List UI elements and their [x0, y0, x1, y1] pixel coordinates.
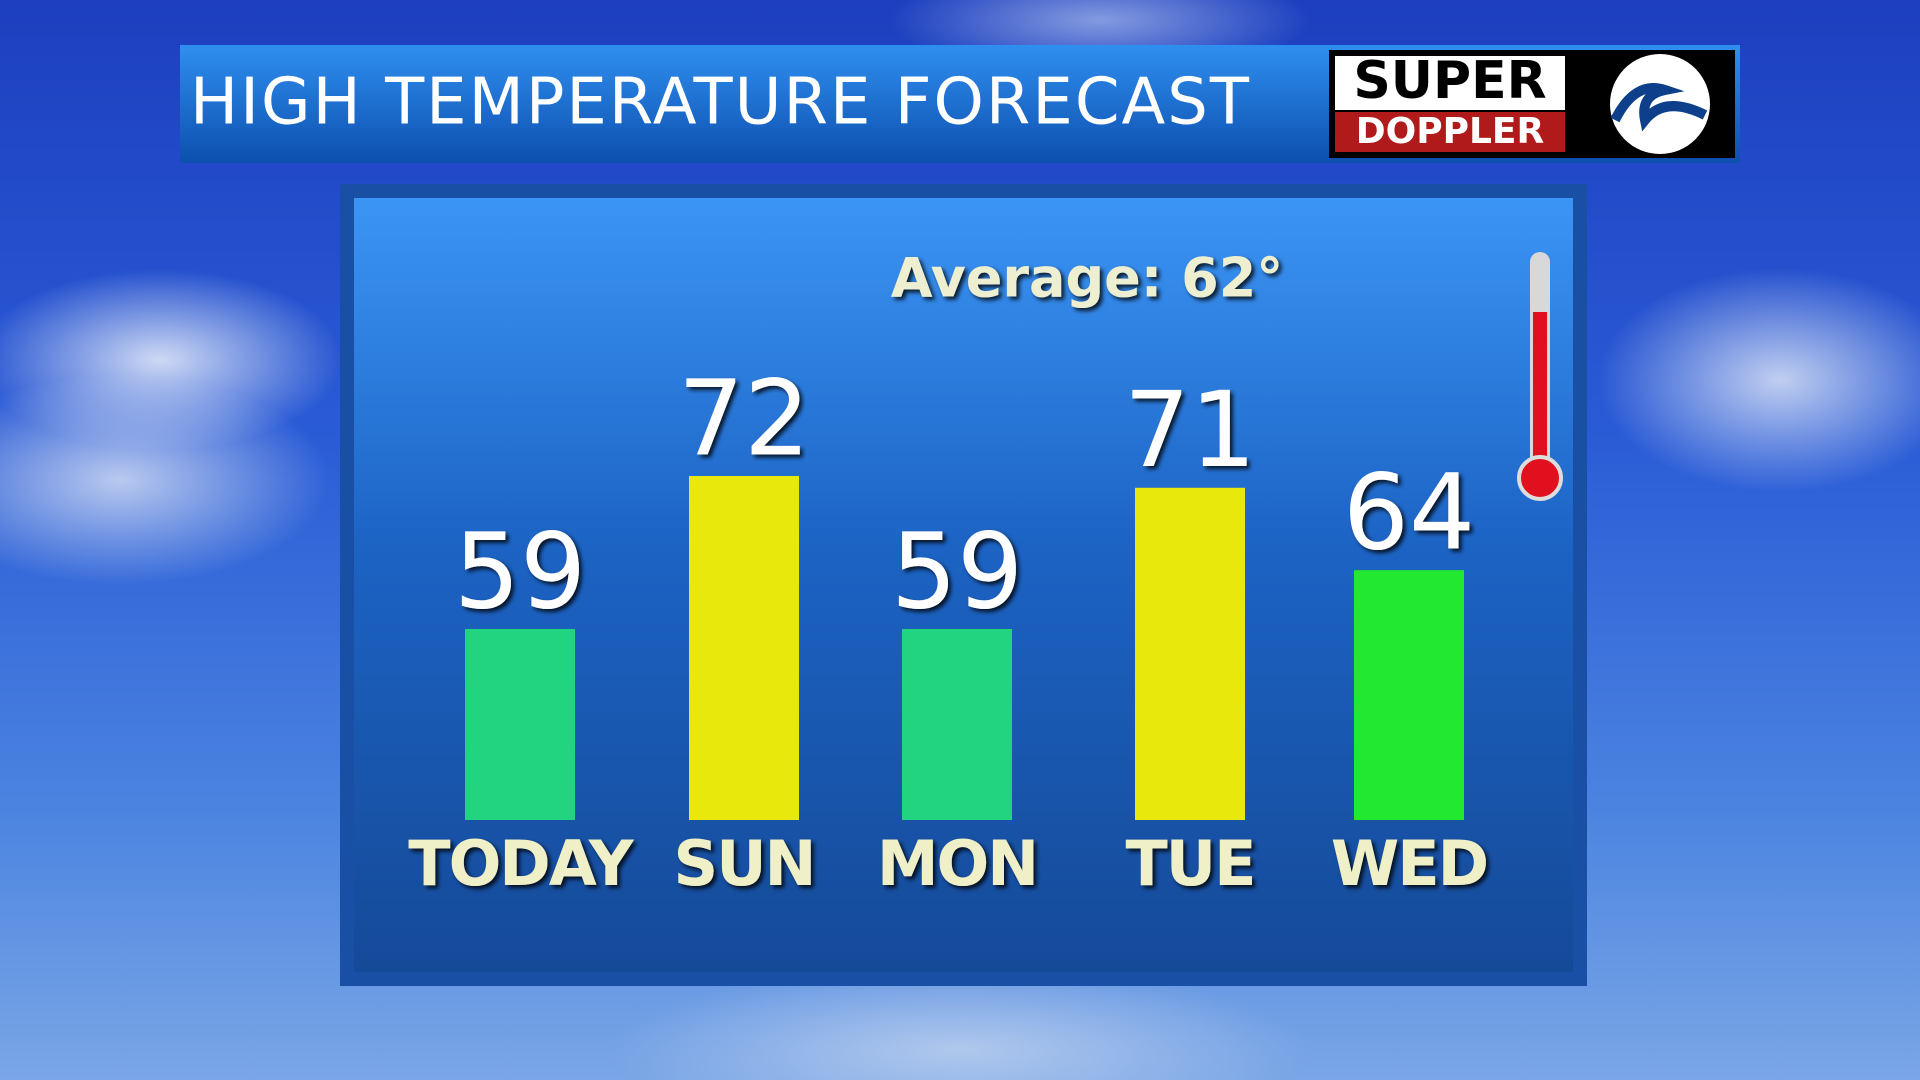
- category-label: MON: [877, 827, 1037, 900]
- thermometer-bulb: [1517, 455, 1563, 501]
- value-label: 71: [1124, 369, 1256, 491]
- bar: [689, 476, 799, 820]
- logo-text: DOPPLER: [1356, 111, 1545, 152]
- category-label: TODAY: [408, 827, 635, 900]
- logo-wave: [1610, 83, 1708, 132]
- bar: [902, 629, 1012, 820]
- category-label: WED: [1331, 827, 1487, 900]
- average-annotation: Average: 62°: [891, 247, 1284, 310]
- value-label: 64: [1343, 451, 1475, 573]
- logo-top: [1335, 56, 1565, 110]
- bar: [465, 629, 575, 820]
- logo-text: SUPER: [1353, 51, 1546, 111]
- category-label: TUE: [1126, 827, 1255, 900]
- value-label: 59: [891, 510, 1023, 632]
- category-label: SUN: [674, 827, 815, 900]
- thermometer-mercury: [1533, 312, 1547, 477]
- bar: [1354, 570, 1464, 820]
- bar: [1135, 487, 1245, 820]
- logo-bottom: [1335, 112, 1565, 152]
- value-label: 59: [454, 510, 586, 632]
- value-label: 72: [678, 357, 810, 479]
- chart-title: HIGH TEMPERATURE FORECAST: [190, 66, 1251, 140]
